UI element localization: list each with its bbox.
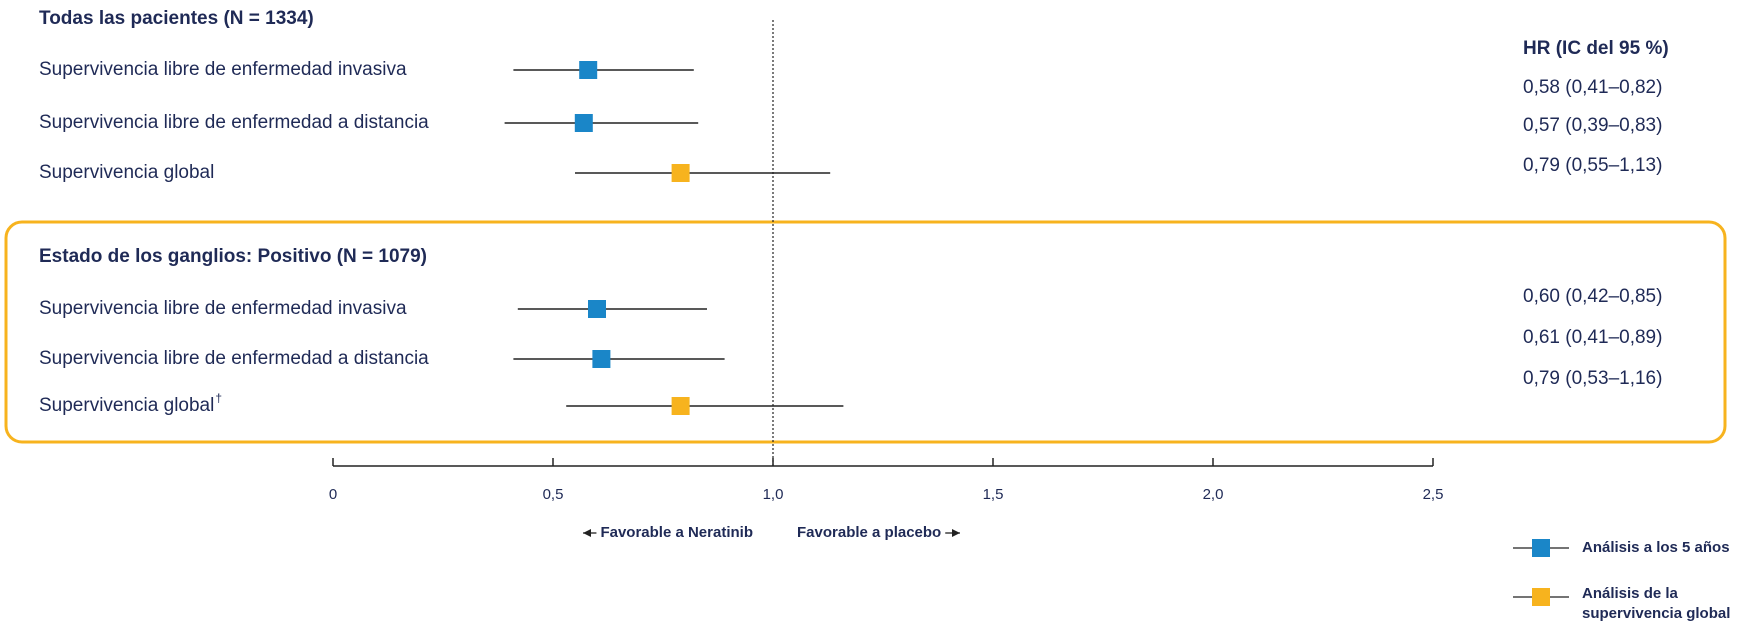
arrow-head (583, 529, 591, 537)
value-label: 0,57 (0,39–0,83) (1523, 115, 1662, 136)
row-label: Supervivencia libre de enfermedad a dist… (39, 112, 429, 133)
hr-marker (592, 350, 611, 368)
group-title: Todas las pacientes (N = 1334) (39, 8, 314, 29)
row-label: Supervivencia libre de enfermedad a dist… (39, 348, 429, 369)
legend-label: Análisis a los 5 años (1582, 539, 1730, 556)
row-label: Supervivencia libre de enfermedad invasi… (39, 59, 407, 80)
legend-swatch (1532, 588, 1550, 606)
legend-swatch (1532, 539, 1550, 557)
direction-label: Favorable a placebo (797, 524, 941, 541)
x-tick-label: 2,5 (1423, 486, 1444, 503)
legend-label: Análisis de la supervivencia global (1582, 585, 1731, 622)
x-tick-label: 0 (329, 486, 337, 503)
hr-marker (671, 164, 690, 182)
x-tick-label: 1,5 (983, 486, 1004, 503)
value-header: HR (IC del 95 %) (1523, 38, 1669, 59)
row-label: Supervivencia global (39, 162, 214, 183)
value-label: 0,58 (0,41–0,82) (1523, 77, 1662, 98)
row-label: Supervivencia global (39, 395, 214, 416)
arrow-head (952, 529, 960, 537)
footnote-mark: † (215, 391, 222, 405)
value-label: 0,79 (0,53–1,16) (1523, 368, 1662, 389)
value-label: 0,79 (0,55–1,13) (1523, 155, 1662, 176)
hr-marker (671, 397, 690, 415)
x-tick-label: 0,5 (543, 486, 564, 503)
x-tick-label: 2,0 (1203, 486, 1224, 503)
hr-marker (579, 61, 598, 79)
value-label: 0,60 (0,42–0,85) (1523, 286, 1662, 307)
direction-label: Favorable a Neratinib (600, 524, 753, 541)
group-title: Estado de los ganglios: Positivo (N = 10… (39, 246, 427, 267)
group-box (4, 220, 1727, 444)
x-tick-label: 1,0 (763, 486, 784, 503)
row-label: Supervivencia libre de enfermedad invasi… (39, 298, 407, 319)
hr-marker (574, 114, 593, 132)
value-label: 0,61 (0,41–0,89) (1523, 327, 1662, 348)
hr-marker (588, 300, 606, 318)
